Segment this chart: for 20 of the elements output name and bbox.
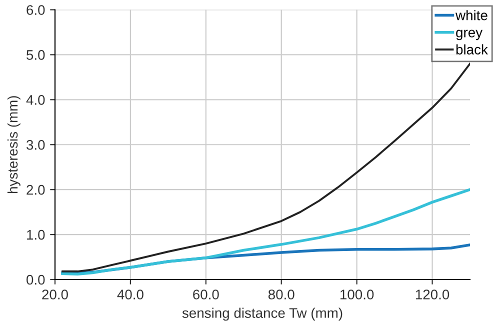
x-tick-label: 80.0	[268, 290, 294, 300]
y-tick-label: 3.0	[26, 140, 45, 150]
legend-label: black	[456, 44, 488, 54]
line-series	[61, 188, 470, 276]
line-series	[62, 62, 470, 272]
x-tick-label: 60.0	[193, 290, 219, 300]
y-tick-label: 6.0	[26, 5, 45, 15]
y-tick-label: 2.0	[26, 184, 45, 195]
y-tick-label: 1.0	[27, 230, 45, 240]
y-tick-label: 4.0	[26, 95, 45, 105]
legend-label: white	[455, 10, 488, 20]
x-tick-label: 20.0	[42, 290, 68, 300]
x-tick-label: 40.0	[117, 290, 144, 300]
x-tick-label: 120.0	[416, 290, 450, 300]
y-tick-label: 0.0	[26, 274, 45, 285]
x-tick-label: 100.0	[340, 290, 374, 300]
x-axis-title: sensing distance Tw (mm)	[182, 308, 342, 321]
y-axis-title: hysteresis (mm)	[7, 96, 20, 194]
legend-label: grey	[456, 30, 483, 40]
y-tick-label: 5.0	[26, 50, 45, 60]
